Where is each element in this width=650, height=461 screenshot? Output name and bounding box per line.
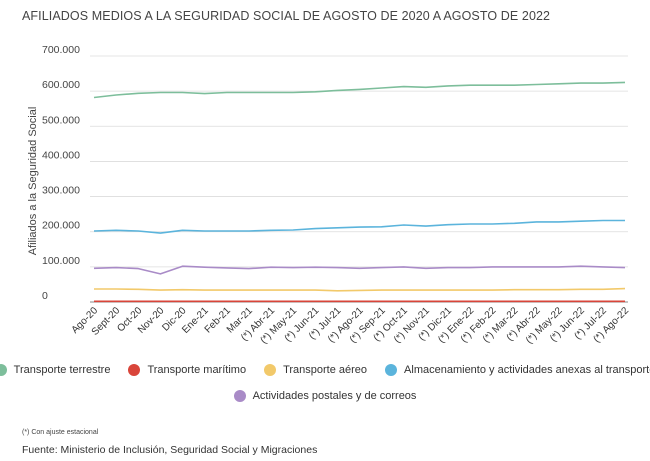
y-tick-label: 400.000 — [42, 149, 80, 161]
legend-marker-icon — [385, 364, 398, 376]
legend-label: Transporte aéreo — [283, 364, 368, 376]
legend-label: Almacenamiento y actividades anexas al t… — [404, 364, 650, 376]
legend-item[interactable]: Actividades postales y de correos — [233, 390, 417, 402]
series-line-1 — [93, 81, 626, 99]
legend-marker-icon — [128, 364, 141, 376]
series-line-4 — [93, 219, 625, 234]
legend-label: Transporte terrestre — [13, 364, 111, 376]
source-note: Fuente: Ministerio de Inclusión, Segurid… — [22, 444, 318, 456]
y-tick-label: 600.000 — [42, 79, 80, 91]
legend-item[interactable]: Transporte marítimo — [128, 364, 246, 376]
legend-marker-icon — [264, 364, 277, 376]
y-tick-label: 700.000 — [42, 44, 80, 56]
y-tick-label: 300.000 — [42, 185, 80, 197]
y-tick-label: 500.000 — [42, 114, 80, 126]
x-axis-ticks: Ago-20Sept-20Oct-20Nov-20Dic-20Ene-21Feb… — [70, 305, 632, 346]
legend-row-2: Actividades postales y de correos — [0, 390, 650, 402]
legend-item[interactable]: Transporte terrestre — [0, 364, 110, 376]
series-line-3 — [94, 287, 626, 292]
series-lines — [93, 81, 626, 303]
legend-marker-icon — [233, 390, 246, 402]
footnote: (*) Con ajuste estacional — [22, 429, 99, 436]
y-axis-label: Afiliados a la Seguridad Social — [27, 107, 39, 256]
y-tick-label: 0 — [42, 290, 48, 302]
legend-row-1: Transporte terrestre Transporte marítimo T… — [0, 364, 650, 376]
chart-title: AFILIADOS MEDIOS A LA SEGURIDAD SOCIAL D… — [22, 9, 551, 23]
legend-item[interactable]: Transporte aéreo — [264, 364, 367, 376]
legend-item[interactable]: Almacenamiento y actividades anexas al t… — [385, 364, 650, 376]
legend-marker-icon — [0, 364, 7, 376]
y-tick-label: 200.000 — [42, 220, 80, 232]
series-line-5 — [93, 265, 626, 275]
legend-label: Transporte marítimo — [147, 364, 247, 376]
y-tick-label: 100.000 — [42, 255, 80, 267]
legend-label: Actividades postales y de correos — [252, 390, 417, 402]
y-axis-ticks: 0 100.000 200.000 300.000 400.000 500.000 600.… — [42, 44, 80, 302]
